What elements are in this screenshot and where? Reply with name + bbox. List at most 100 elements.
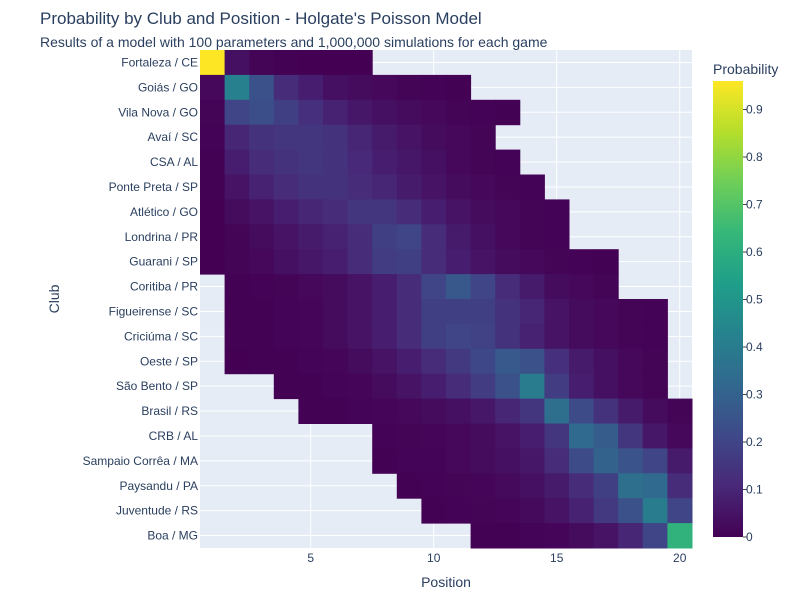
heatmap-cell <box>519 199 545 225</box>
heatmap-cell <box>495 348 521 375</box>
heatmap-cell <box>421 398 447 424</box>
heatmap-cell <box>470 224 496 250</box>
heatmap-cell <box>396 249 422 275</box>
heatmap-cell <box>544 348 570 375</box>
heatmap-cell <box>298 99 324 126</box>
y-tick-label: Coritiba / PR <box>130 280 198 294</box>
heatmap-cell <box>618 299 644 325</box>
heatmap-cell <box>544 523 570 549</box>
heatmap-cell <box>347 174 373 200</box>
heatmap-cell <box>446 398 472 424</box>
heatmap-cell <box>298 249 324 275</box>
heatmap-cell <box>421 274 447 300</box>
heatmap-cell <box>519 249 545 275</box>
heatmap-cell <box>495 224 521 250</box>
heatmap-cell <box>200 249 226 275</box>
heatmap-cell <box>544 473 570 499</box>
x-tick-labels: 5 10 15 20 <box>307 551 686 565</box>
chart-title: Probability by Club and Position - Holga… <box>40 9 482 28</box>
heatmap-cell <box>446 249 472 275</box>
heatmap-cell <box>446 149 472 175</box>
heatmap-cell <box>446 224 472 250</box>
heatmap-cell <box>323 299 349 325</box>
heatmap-cell <box>273 373 299 400</box>
colorbar-tick-label: 0.6 <box>746 245 763 259</box>
heatmap-cell <box>569 299 595 325</box>
y-tick-label: Juventude / RS <box>116 504 198 518</box>
heatmap-cell <box>323 74 349 101</box>
heatmap-cell <box>298 74 324 101</box>
heatmap-cell <box>495 423 521 449</box>
heatmap-cell <box>372 448 398 474</box>
heatmap-cell <box>323 50 349 76</box>
y-tick-label: Ponte Preta / SP <box>109 180 198 194</box>
heatmap-cell <box>273 348 299 375</box>
heatmap-cell <box>372 398 398 424</box>
colorbar-ticks: 0 0.1 0.2 0.3 0.4 0.5 0.6 0.7 0.8 0.9 <box>743 103 763 544</box>
heatmap-cell <box>347 398 373 424</box>
heatmap-cell <box>593 348 619 375</box>
heatmap-cell <box>470 448 496 474</box>
heatmap-cell <box>569 323 595 350</box>
heatmap-cell <box>593 473 619 499</box>
heatmap-cell <box>569 523 595 549</box>
heatmap-cell <box>372 299 398 325</box>
heatmap-cell <box>396 124 422 151</box>
heatmap-cell <box>470 498 496 524</box>
heatmap-cell <box>519 174 545 200</box>
heatmap-cell <box>323 249 349 275</box>
heatmap-cells <box>200 50 693 549</box>
heatmap-cell <box>569 274 595 300</box>
heatmap-cell <box>446 274 472 300</box>
heatmap-cell <box>249 323 275 350</box>
heatmap-cell <box>372 199 398 225</box>
heatmap-cell <box>224 199 250 225</box>
heatmap-cell <box>347 274 373 300</box>
colorbar-tick-label: 0.4 <box>746 340 763 354</box>
heatmap-cell <box>569 373 595 400</box>
heatmap-cell <box>421 348 447 375</box>
heatmap-cell <box>642 448 668 474</box>
heatmap-cell <box>396 299 422 325</box>
heatmap-cell <box>446 74 472 101</box>
heatmap-cell <box>224 124 250 151</box>
heatmap-cell <box>396 348 422 375</box>
heatmap-cell <box>323 323 349 350</box>
heatmap-cell <box>421 448 447 474</box>
heatmap-cell <box>569 448 595 474</box>
heatmap-cell <box>446 373 472 400</box>
x-tick-label: 5 <box>307 551 314 565</box>
heatmap-cell <box>642 323 668 350</box>
heatmap-cell <box>347 99 373 126</box>
heatmap-cell <box>470 174 496 200</box>
heatmap-cell <box>396 423 422 449</box>
heatmap-cell <box>470 423 496 449</box>
heatmap-cell <box>421 224 447 250</box>
heatmap-cell <box>593 373 619 400</box>
heatmap-cell <box>593 523 619 549</box>
heatmap-cell <box>421 199 447 225</box>
heatmap-cell <box>347 124 373 151</box>
y-tick-label: CSA / AL <box>150 155 198 169</box>
heatmap-cell <box>396 448 422 474</box>
colorbar-tick-label: 0.9 <box>746 103 763 117</box>
heatmap-cell <box>372 373 398 400</box>
y-tick-label: CRB / AL <box>149 429 199 443</box>
heatmap-cell <box>470 274 496 300</box>
y-tick-label: Brasil / RS <box>141 404 198 418</box>
heatmap-cell <box>544 299 570 325</box>
heatmap-cell <box>224 274 250 300</box>
heatmap-cell <box>249 99 275 126</box>
heatmap-cell <box>667 448 693 474</box>
heatmap-cell <box>249 149 275 175</box>
heatmap-cell <box>396 373 422 400</box>
heatmap-cell <box>495 448 521 474</box>
heatmap-cell <box>249 249 275 275</box>
heatmap-cell <box>200 224 226 250</box>
heatmap-cell <box>224 323 250 350</box>
heatmap-cell <box>224 149 250 175</box>
heatmap-cell <box>519 498 545 524</box>
heatmap-cell <box>347 50 373 76</box>
heatmap-cell <box>421 99 447 126</box>
heatmap-cell <box>200 199 226 225</box>
